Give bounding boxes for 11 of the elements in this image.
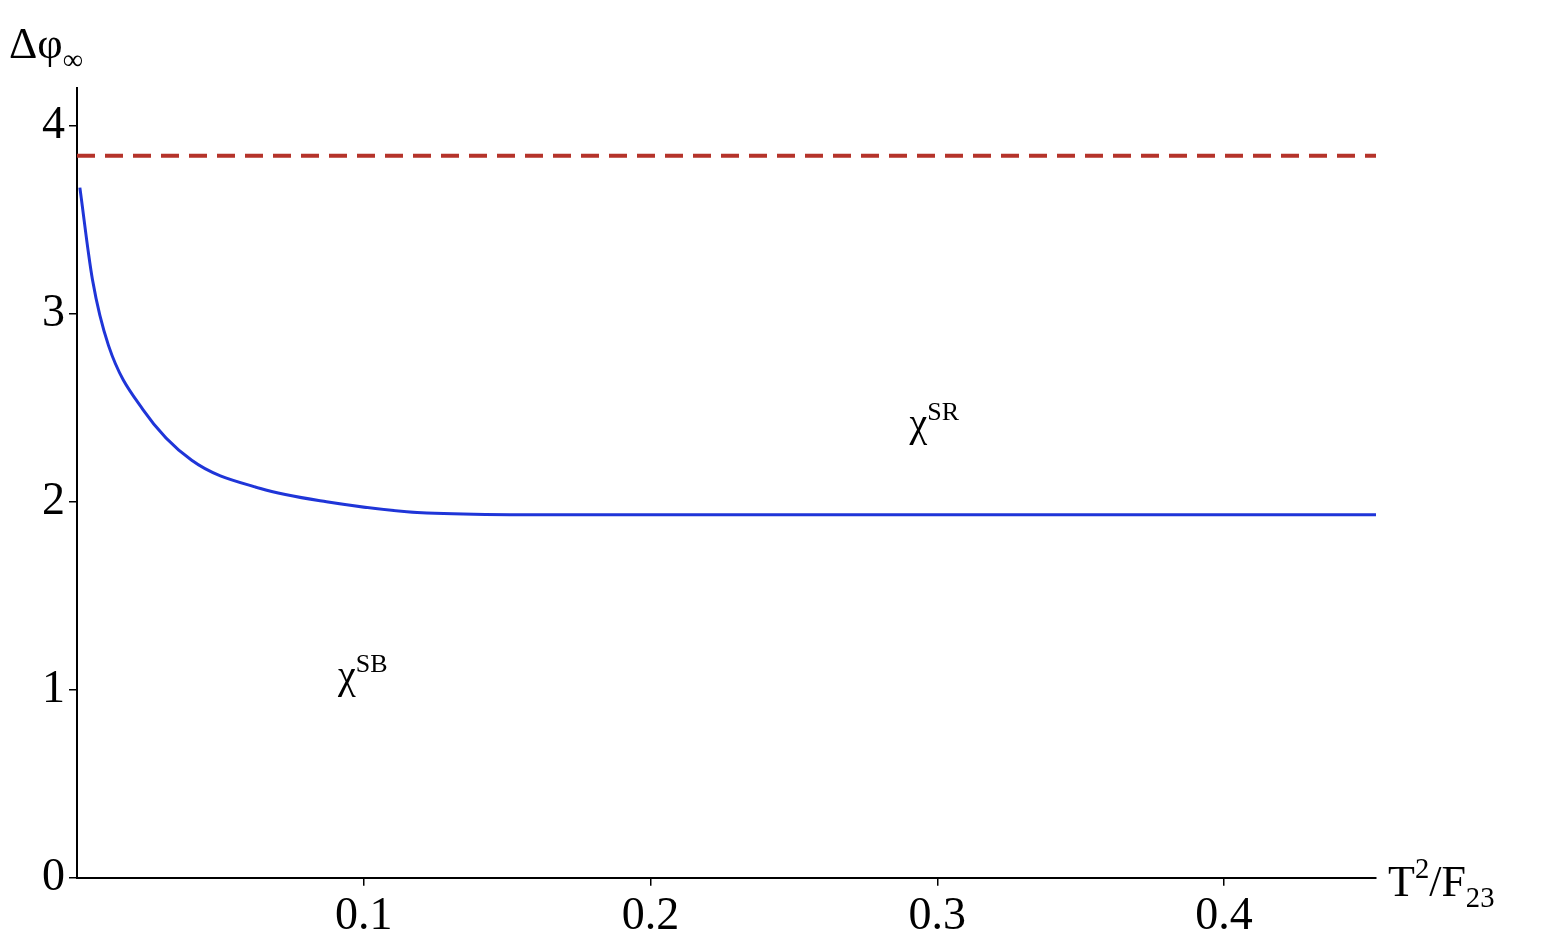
y-tick-label: 4 <box>42 96 65 148</box>
x-tick-label: 0.4 <box>1195 888 1253 940</box>
x-tick-label: 0.2 <box>621 888 680 940</box>
line-series <box>78 186 1376 517</box>
y-tick-label: 3 <box>42 284 65 336</box>
y-tick-label: 0 <box>42 848 65 900</box>
y-tick-label: 2 <box>42 472 65 524</box>
x-tick-label: 0.3 <box>908 888 967 940</box>
x-tick-label: 0.1 <box>335 888 393 940</box>
y-axis-title: Δφ∞ <box>9 19 84 75</box>
y-tick-label: 1 <box>42 660 65 712</box>
